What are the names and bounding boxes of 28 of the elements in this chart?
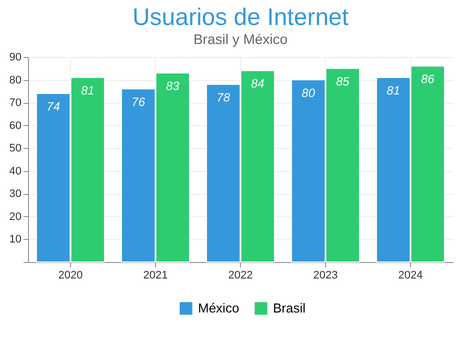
legend-label: México — [198, 300, 240, 316]
y-tick-label: 30 — [9, 188, 22, 200]
data-label: 81 — [80, 84, 94, 98]
chart-title: Usuarios de Internet — [132, 4, 349, 31]
x-tick-label: 2020 — [58, 270, 83, 282]
data-label: 74 — [46, 99, 60, 114]
data-label: 83 — [166, 78, 180, 93]
y-tick-label: 10 — [9, 234, 22, 246]
data-label: 80 — [302, 86, 316, 100]
x-tick-label: 2023 — [313, 270, 338, 282]
data-label: 78 — [216, 90, 230, 104]
y-tick-label: 20 — [9, 210, 22, 223]
data-label: 86 — [420, 72, 435, 86]
y-tick-label: 90 — [9, 52, 22, 64]
x-tick-label: 2021 — [143, 270, 168, 282]
y-tick-label: 40 — [9, 165, 22, 178]
chart-subtitle: Brasil y México — [193, 31, 288, 47]
legend-label: Brasil — [273, 300, 306, 316]
data-label: 81 — [386, 84, 400, 98]
data-label: 84 — [250, 76, 265, 91]
y-tick-label: 50 — [9, 142, 22, 155]
data-label: 85 — [336, 74, 350, 88]
x-tick-label: 2022 — [228, 270, 253, 282]
x-tick-label: 2024 — [398, 270, 423, 282]
y-tick-label: 80 — [9, 74, 22, 86]
data-label: 76 — [132, 94, 146, 109]
y-tick-label: 60 — [9, 120, 22, 132]
y-tick-label: 70 — [9, 97, 22, 110]
